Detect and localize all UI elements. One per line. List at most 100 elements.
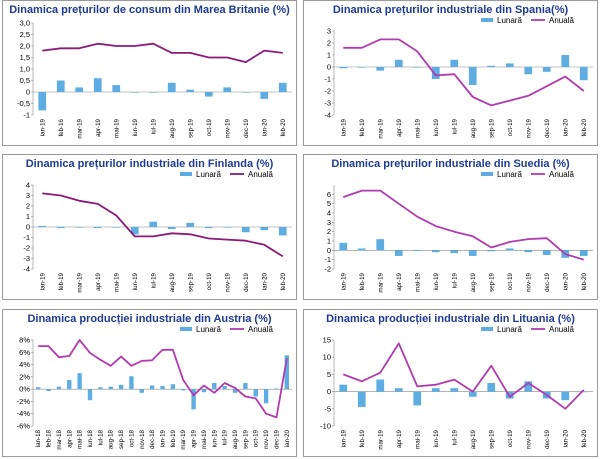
legend-label-monthly: Lunară: [497, 16, 522, 25]
x-tick-label: iul-19: [150, 272, 157, 288]
bar-monthly: [170, 384, 176, 390]
bar-monthly: [243, 383, 248, 390]
y-tick-label: 4: [26, 181, 30, 190]
x-tick-label: apr-19: [396, 118, 403, 136]
bar-monthly: [77, 373, 82, 390]
x-tick-label: sep-19: [488, 272, 495, 291]
y-tick-label: 2,0: [20, 42, 30, 51]
bar-monthly: [579, 391, 588, 393]
x-tick-label: nov-19: [224, 118, 231, 137]
bar-monthly: [130, 227, 139, 235]
x-tick-label: dec-19: [273, 429, 280, 448]
bar-monthly: [204, 92, 213, 97]
bar-monthly: [524, 381, 533, 392]
x-tick-label: sep-19: [187, 272, 194, 291]
x-tick-label: ian-20: [562, 429, 569, 447]
chart-title: Dinamica producției industriale din Aust…: [27, 313, 272, 325]
bar-monthly: [186, 222, 195, 227]
bar-monthly: [357, 391, 366, 408]
bar-monthly: [241, 92, 250, 93]
x-tick-label: ian-19: [160, 429, 167, 447]
y-tick-label: 5: [327, 370, 331, 379]
y-tick-label: 2: [327, 227, 331, 236]
x-tick-label: iun-19: [433, 272, 440, 290]
x-tick-label: dec-19: [544, 118, 551, 137]
bar-monthly: [112, 227, 121, 228]
y-tick-label: 3: [327, 27, 331, 36]
x-tick-label: oct-18: [128, 429, 135, 447]
bar-monthly: [263, 389, 269, 404]
bar-monthly: [223, 227, 232, 228]
x-tick-label: iul-19: [451, 429, 458, 445]
bar-monthly: [487, 383, 496, 392]
line-annual: [343, 189, 585, 261]
x-tick-label: mai-19: [113, 118, 120, 137]
bar-monthly: [487, 65, 496, 67]
legend-label-annual: Anuală: [549, 325, 574, 334]
chart-panel-lt: Dinamica producției industriale din Litu…: [303, 309, 598, 457]
bar-monthly: [561, 55, 570, 67]
x-tick-label: dec-18: [149, 429, 156, 448]
y-tick-label: 6%: [19, 348, 30, 357]
x-tick-label: apr-19: [191, 429, 198, 447]
x-tick-label: iul-19: [451, 118, 458, 134]
x-tick-label: iun-19: [433, 429, 440, 447]
y-tick-label: -2: [23, 244, 30, 253]
x-tick-label: feb-20: [280, 272, 287, 290]
x-tick-label: oct-19: [206, 272, 213, 290]
bar-monthly: [450, 59, 459, 67]
bar-monthly: [212, 383, 217, 390]
legend-swatch-monthly: [481, 327, 493, 331]
x-tick-label: iun-19: [433, 118, 440, 136]
x-tick-label: mai-19: [414, 118, 421, 137]
y-tick-label: 4%: [19, 360, 30, 369]
bar-monthly: [450, 250, 459, 254]
x-tick-label: apr-19: [95, 118, 102, 136]
chart-title: Dinamica prețurilor industriale din Finl…: [25, 158, 274, 170]
y-tick-label: 5: [327, 199, 331, 208]
bar-monthly: [149, 221, 158, 227]
x-tick-label: aug-19: [470, 118, 477, 138]
x-tick-label: oct-19: [507, 118, 514, 136]
line-annual: [342, 342, 585, 410]
chart-panel-uk: Dinamica prețurilor de consum din Marea …: [2, 0, 297, 146]
bar-monthly: [129, 376, 134, 390]
bar-monthly: [204, 227, 213, 229]
bar-monthly: [191, 389, 196, 410]
legend-label-annual: Anuală: [248, 170, 273, 179]
y-tick-label: -5: [324, 404, 331, 413]
bar-monthly: [139, 389, 144, 393]
x-tick-label: iul-18: [97, 429, 104, 445]
y-tick-label: -1: [23, 233, 30, 242]
bar-monthly: [222, 386, 227, 390]
y-tick-label: -1: [324, 75, 331, 84]
x-tick-label: ian-19: [39, 118, 46, 136]
x-tick-label: aug-19: [169, 118, 176, 138]
x-tick-label: feb-19: [170, 429, 177, 447]
x-tick-label: ian-20: [562, 272, 569, 290]
bar-monthly: [75, 87, 84, 92]
x-tick-label: apr-19: [396, 429, 403, 447]
y-tick-label: 2,5: [20, 30, 30, 39]
y-tick-label: -4%: [17, 409, 31, 418]
bar-monthly: [186, 89, 195, 92]
x-tick-label: mar-19: [377, 272, 384, 292]
x-tick-label: aug-19: [470, 272, 477, 292]
chart-title: Dinamica producției industriale din Litu…: [326, 313, 575, 325]
chart-svg-at: -6%-4%-2%0%2%4%6%8%ian-18 feb-18 mar-18 apr…: [17, 325, 292, 450]
bar-monthly: [98, 387, 103, 390]
bar-monthly: [56, 386, 62, 390]
x-tick-label: ian-19: [340, 272, 347, 290]
y-tick-label: 0: [327, 387, 331, 396]
y-tick-label: 3: [327, 218, 331, 227]
x-tick-label: iul-19: [150, 118, 157, 134]
x-tick-label: feb-19: [359, 272, 366, 290]
legend-label-monthly: Lunară: [497, 325, 522, 334]
bar-monthly: [38, 92, 47, 111]
y-tick-label: -6%: [17, 422, 31, 431]
x-tick-label: mar-19: [76, 272, 83, 292]
bar-monthly: [149, 92, 158, 93]
bar-monthly: [56, 80, 65, 92]
bar-monthly: [357, 248, 366, 251]
